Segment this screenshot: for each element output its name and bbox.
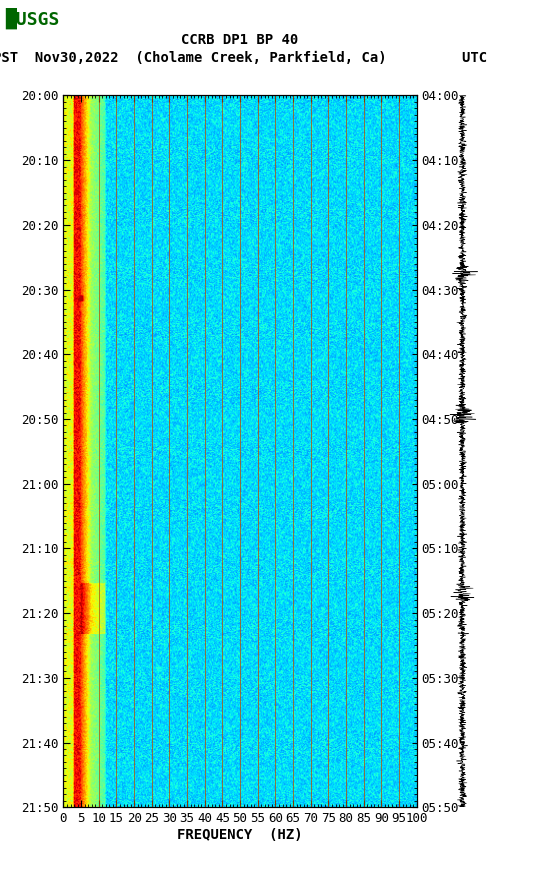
X-axis label: FREQUENCY  (HZ): FREQUENCY (HZ)	[177, 828, 303, 842]
Text: PST  Nov30,2022  (Cholame Creek, Parkfield, Ca)         UTC: PST Nov30,2022 (Cholame Creek, Parkfield…	[0, 51, 487, 65]
Text: CCRB DP1 BP 40: CCRB DP1 BP 40	[182, 33, 299, 47]
Text: █USGS: █USGS	[6, 8, 60, 29]
